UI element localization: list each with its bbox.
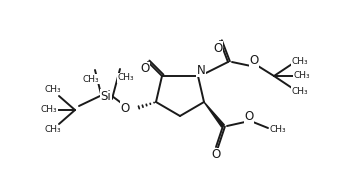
Text: O: O [121,102,130,114]
Text: CH₃: CH₃ [292,86,308,95]
Text: O: O [211,148,221,162]
Text: Si: Si [101,89,111,102]
Text: O: O [140,63,150,75]
Text: CH₃: CH₃ [45,125,61,135]
Text: CH₃: CH₃ [270,125,286,135]
Text: CH₃: CH₃ [83,75,99,84]
Polygon shape [204,102,224,127]
Text: CH₃: CH₃ [292,56,308,66]
Text: O: O [249,54,259,68]
Text: CH₃: CH₃ [41,105,57,114]
Text: N: N [197,63,205,77]
Text: CH₃: CH₃ [118,73,134,82]
Text: CH₃: CH₃ [294,72,310,81]
Text: O: O [244,111,254,123]
Text: CH₃: CH₃ [45,86,61,95]
Text: O: O [213,42,222,54]
